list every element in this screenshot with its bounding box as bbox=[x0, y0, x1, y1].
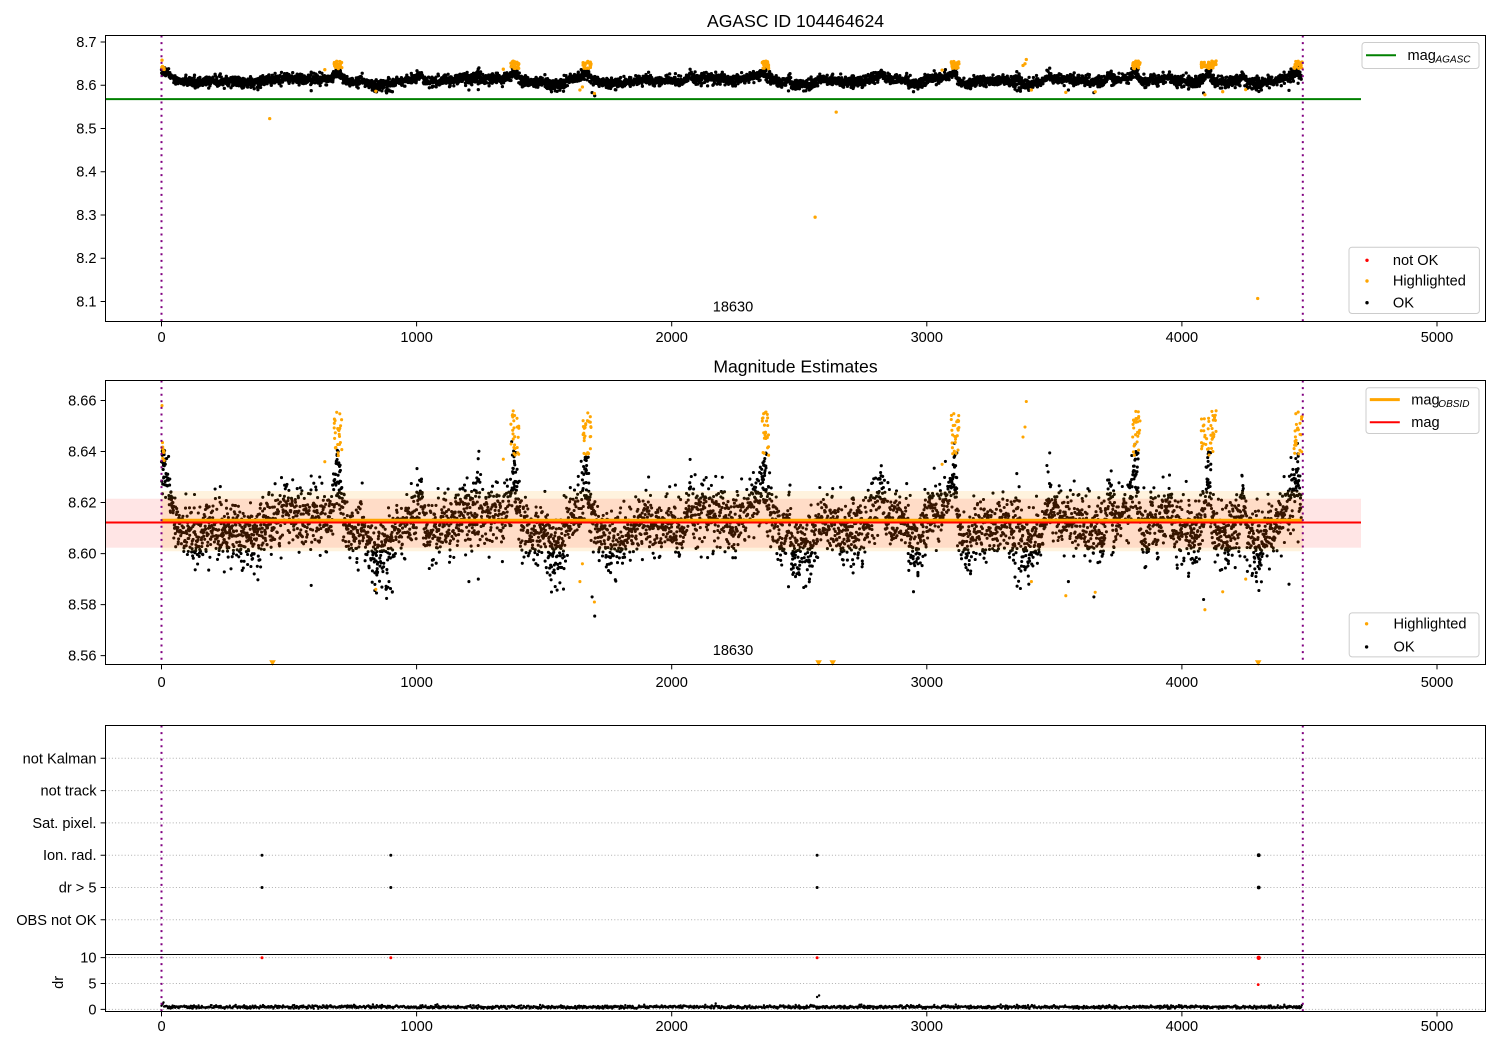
svg-text:8.5: 8.5 bbox=[76, 122, 96, 138]
svg-text:not OK: not OK bbox=[1393, 253, 1439, 269]
svg-text:8.66: 8.66 bbox=[68, 394, 96, 410]
svg-text:mag: mag bbox=[1408, 48, 1436, 64]
svg-text:mag: mag bbox=[1411, 392, 1439, 408]
svg-text:not Kalman: not Kalman bbox=[23, 751, 97, 767]
svg-text:4000: 4000 bbox=[1166, 675, 1198, 691]
svg-text:OBS not OK: OBS not OK bbox=[16, 913, 97, 929]
svg-text:8.62: 8.62 bbox=[68, 496, 96, 512]
svg-text:5000: 5000 bbox=[1421, 330, 1453, 346]
svg-text:not track: not track bbox=[41, 784, 98, 800]
svg-text:8.64: 8.64 bbox=[68, 445, 96, 461]
svg-text:18630: 18630 bbox=[713, 300, 754, 316]
svg-text:Magnitude Estimates: Magnitude Estimates bbox=[713, 356, 877, 376]
svg-text:10: 10 bbox=[80, 951, 96, 967]
svg-text:Sat. pixel.: Sat. pixel. bbox=[32, 816, 96, 832]
svg-text:2000: 2000 bbox=[655, 330, 687, 346]
svg-text:8.3: 8.3 bbox=[76, 208, 96, 224]
svg-text:0: 0 bbox=[157, 330, 165, 346]
svg-text:8.6: 8.6 bbox=[76, 78, 96, 94]
svg-text:AGASC ID 104464624: AGASC ID 104464624 bbox=[707, 11, 884, 31]
svg-text:8.4: 8.4 bbox=[76, 165, 96, 181]
svg-text:Highlighted: Highlighted bbox=[1394, 617, 1467, 633]
svg-text:3000: 3000 bbox=[911, 675, 943, 691]
svg-text:8.56: 8.56 bbox=[68, 649, 96, 665]
svg-text:2000: 2000 bbox=[655, 675, 687, 691]
svg-text:OK: OK bbox=[1393, 295, 1414, 311]
svg-text:5000: 5000 bbox=[1421, 1019, 1453, 1035]
svg-text:8.58: 8.58 bbox=[68, 598, 96, 614]
svg-text:dr: dr bbox=[51, 976, 67, 989]
svg-text:OK: OK bbox=[1394, 640, 1415, 656]
svg-text:4000: 4000 bbox=[1166, 330, 1198, 346]
svg-text:0: 0 bbox=[157, 1019, 165, 1035]
svg-text:8.60: 8.60 bbox=[68, 547, 96, 563]
svg-text:mag: mag bbox=[1411, 415, 1439, 431]
svg-text:Highlighted: Highlighted bbox=[1393, 274, 1466, 290]
svg-text:3000: 3000 bbox=[911, 330, 943, 346]
svg-text:dr > 5: dr > 5 bbox=[59, 881, 97, 897]
svg-text:1000: 1000 bbox=[400, 675, 432, 691]
svg-text:0: 0 bbox=[88, 1002, 96, 1018]
svg-text:4000: 4000 bbox=[1166, 1019, 1198, 1035]
svg-text:8.7: 8.7 bbox=[76, 35, 96, 51]
svg-text:8.2: 8.2 bbox=[76, 251, 96, 267]
svg-text:Ion. rad.: Ion. rad. bbox=[43, 848, 97, 864]
svg-text:5: 5 bbox=[88, 977, 96, 993]
svg-text:8.1: 8.1 bbox=[76, 295, 96, 311]
svg-text:1000: 1000 bbox=[400, 1019, 432, 1035]
svg-text:5000: 5000 bbox=[1421, 675, 1453, 691]
svg-text:1000: 1000 bbox=[400, 330, 432, 346]
svg-text:18630: 18630 bbox=[713, 643, 754, 659]
svg-text:AGASC: AGASC bbox=[1435, 55, 1472, 66]
svg-text:3000: 3000 bbox=[911, 1019, 943, 1035]
svg-text:0: 0 bbox=[157, 675, 165, 691]
svg-text:OBSID: OBSID bbox=[1438, 399, 1469, 410]
svg-text:2000: 2000 bbox=[655, 1019, 687, 1035]
